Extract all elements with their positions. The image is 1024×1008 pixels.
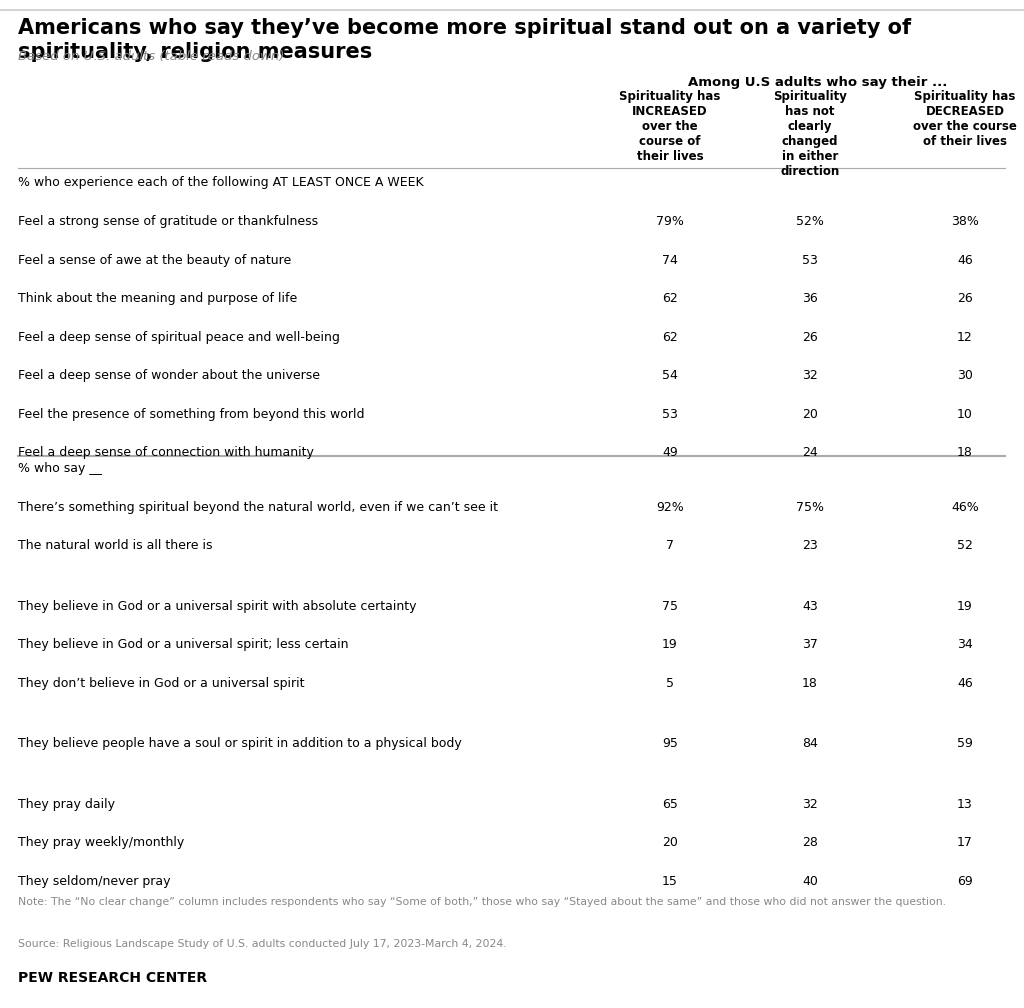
Text: 24: 24	[802, 447, 818, 460]
Text: They pray weekly/monthly: They pray weekly/monthly	[18, 837, 184, 850]
Text: 32: 32	[802, 798, 818, 811]
Text: 46: 46	[957, 254, 973, 267]
Text: Feel a deep sense of connection with humanity: Feel a deep sense of connection with hum…	[18, 447, 314, 460]
Text: 92%: 92%	[656, 501, 684, 514]
Text: 18: 18	[802, 677, 818, 690]
Text: 37: 37	[802, 638, 818, 651]
Text: 38%: 38%	[951, 216, 979, 229]
Text: 26: 26	[957, 292, 973, 305]
Text: 20: 20	[663, 837, 678, 850]
Text: There’s something spiritual beyond the natural world, even if we can’t see it: There’s something spiritual beyond the n…	[18, 501, 498, 514]
Text: Spirituality has
DECREASED
over the course
of their lives: Spirituality has DECREASED over the cour…	[913, 90, 1017, 148]
Text: 23: 23	[802, 539, 818, 552]
Text: They seldom/never pray: They seldom/never pray	[18, 875, 171, 888]
Text: 43: 43	[802, 600, 818, 613]
Text: 53: 53	[663, 408, 678, 421]
Text: Spirituality
has not
clearly
changed
in either
direction: Spirituality has not clearly changed in …	[773, 90, 847, 178]
Text: 19: 19	[663, 638, 678, 651]
Text: 65: 65	[663, 798, 678, 811]
Text: Feel a deep sense of spiritual peace and well-being: Feel a deep sense of spiritual peace and…	[18, 331, 340, 344]
Text: 52%: 52%	[796, 216, 824, 229]
Text: 75%: 75%	[796, 501, 824, 514]
Text: Note: The “No clear change” column includes respondents who say “Some of both,” : Note: The “No clear change” column inclu…	[18, 897, 946, 907]
Text: 7: 7	[666, 539, 674, 552]
Text: 62: 62	[663, 292, 678, 305]
Text: 13: 13	[957, 798, 973, 811]
Text: 40: 40	[802, 875, 818, 888]
Text: They don’t believe in God or a universal spirit: They don’t believe in God or a universal…	[18, 677, 304, 690]
Text: 10: 10	[957, 408, 973, 421]
Text: 15: 15	[663, 875, 678, 888]
Text: They believe in God or a universal spirit with absolute certainty: They believe in God or a universal spiri…	[18, 600, 417, 613]
Text: 46%: 46%	[951, 501, 979, 514]
Text: 49: 49	[663, 447, 678, 460]
Text: Feel a sense of awe at the beauty of nature: Feel a sense of awe at the beauty of nat…	[18, 254, 291, 267]
Text: 12: 12	[957, 331, 973, 344]
Text: 54: 54	[663, 370, 678, 382]
Text: 75: 75	[662, 600, 678, 613]
Text: 46: 46	[957, 677, 973, 690]
Text: 20: 20	[802, 408, 818, 421]
Text: Among U.S adults who say their ...: Among U.S adults who say their ...	[688, 76, 947, 89]
Text: They believe in God or a universal spirit; less certain: They believe in God or a universal spiri…	[18, 638, 348, 651]
Text: Spirituality has
INCREASED
over the
course of
their lives: Spirituality has INCREASED over the cour…	[620, 90, 721, 163]
Text: 18: 18	[957, 447, 973, 460]
Text: 95: 95	[663, 738, 678, 751]
Text: Feel the presence of something from beyond this world: Feel the presence of something from beyo…	[18, 408, 365, 421]
Text: 52: 52	[957, 539, 973, 552]
Text: % who say __: % who say __	[18, 463, 101, 476]
Text: Americans who say they’ve become more spiritual stand out on a variety of
spirit: Americans who say they’ve become more sp…	[18, 18, 911, 62]
Text: 79%: 79%	[656, 216, 684, 229]
Text: 62: 62	[663, 331, 678, 344]
Text: 53: 53	[802, 254, 818, 267]
Text: 28: 28	[802, 837, 818, 850]
Text: 5: 5	[666, 677, 674, 690]
Text: 30: 30	[957, 370, 973, 382]
Text: 32: 32	[802, 370, 818, 382]
Text: Feel a strong sense of gratitude or thankfulness: Feel a strong sense of gratitude or than…	[18, 216, 318, 229]
Text: They pray daily: They pray daily	[18, 798, 115, 811]
Text: 74: 74	[663, 254, 678, 267]
Text: Think about the meaning and purpose of life: Think about the meaning and purpose of l…	[18, 292, 297, 305]
Text: 19: 19	[957, 600, 973, 613]
Text: The natural world is all there is: The natural world is all there is	[18, 539, 213, 552]
Text: 26: 26	[802, 331, 818, 344]
Text: 59: 59	[957, 738, 973, 751]
Text: They believe people have a soul or spirit in addition to a physical body: They believe people have a soul or spiri…	[18, 738, 462, 751]
Text: 36: 36	[802, 292, 818, 305]
Text: 69: 69	[957, 875, 973, 888]
Text: Source: Religious Landscape Study of U.S. adults conducted July 17, 2023-March 4: Source: Religious Landscape Study of U.S…	[18, 939, 507, 949]
Text: Feel a deep sense of wonder about the universe: Feel a deep sense of wonder about the un…	[18, 370, 319, 382]
Text: Based on U.S. adults (table reads down): Based on U.S. adults (table reads down)	[18, 50, 285, 62]
Text: 84: 84	[802, 738, 818, 751]
Text: 17: 17	[957, 837, 973, 850]
Text: % who experience each of the following AT LEAST ONCE A WEEK: % who experience each of the following A…	[18, 176, 424, 190]
Text: 34: 34	[957, 638, 973, 651]
Text: PEW RESEARCH CENTER: PEW RESEARCH CENTER	[18, 971, 207, 985]
